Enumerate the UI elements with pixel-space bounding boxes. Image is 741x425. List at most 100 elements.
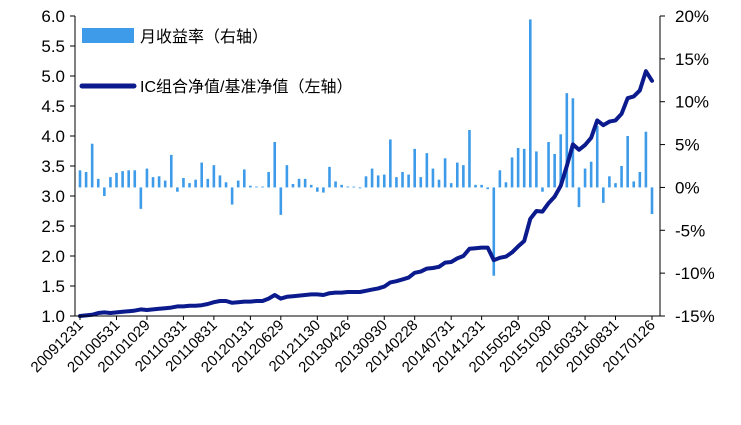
bar — [127, 170, 130, 188]
series-line — [78, 69, 654, 318]
bar — [559, 134, 563, 188]
y-right-tick-label: 0% — [675, 178, 700, 197]
bar — [328, 166, 331, 188]
bar — [583, 168, 587, 188]
bar — [480, 184, 483, 188]
bar — [462, 165, 465, 188]
bar — [334, 181, 337, 188]
bar — [115, 172, 118, 188]
y-right-tick-label: 15% — [675, 50, 709, 69]
y-left-tick-label: 1.0 — [41, 307, 65, 326]
bar — [346, 186, 350, 188]
bar — [468, 130, 471, 188]
bar — [407, 174, 410, 188]
bar — [200, 162, 203, 188]
bar — [437, 179, 441, 188]
bar — [206, 178, 210, 188]
bar — [176, 187, 179, 192]
legend-label-bar: 月收益率（右轴） — [140, 28, 268, 46]
bar — [267, 172, 270, 188]
bar — [535, 151, 538, 188]
bar — [638, 172, 642, 188]
bar — [322, 187, 325, 193]
bar — [291, 184, 295, 188]
bar — [376, 175, 380, 188]
y-right-tick-label: -10% — [675, 264, 715, 283]
legend-label-line: IC组合净值/基准净值（左轴） — [140, 78, 352, 96]
bar — [419, 177, 423, 188]
bar — [602, 187, 605, 203]
bar — [516, 148, 520, 188]
bar — [650, 187, 654, 214]
bar — [169, 154, 173, 188]
bar — [492, 187, 496, 276]
bar — [510, 157, 514, 188]
bar — [297, 178, 301, 188]
legend: 月收益率（右轴） IC组合净值/基准净值（左轴） — [79, 28, 352, 96]
y-right-tick-label: -5% — [675, 221, 705, 240]
y-left-tick-label: 3.0 — [41, 187, 65, 206]
y-left-tick-label: 4.5 — [41, 97, 65, 116]
y-left-tick-label: 1.5 — [41, 277, 65, 296]
bar — [370, 168, 374, 188]
bar — [382, 174, 386, 188]
bar — [139, 187, 143, 209]
bar — [565, 93, 569, 188]
bar — [182, 178, 185, 188]
y-right-tick-label: -15% — [675, 307, 715, 326]
bar — [84, 172, 88, 188]
bar — [644, 131, 648, 188]
bar — [443, 158, 447, 188]
bar — [547, 142, 550, 188]
bar — [474, 184, 477, 188]
y-left-tick-label: 5.0 — [41, 67, 65, 86]
bar — [96, 178, 100, 188]
y-left-tick-label: 3.5 — [41, 157, 65, 176]
y-left-tick-label: 4.0 — [41, 127, 65, 146]
bar — [364, 176, 368, 188]
bar — [529, 19, 532, 188]
bar — [212, 165, 216, 188]
bar — [133, 170, 137, 188]
bar — [316, 187, 319, 192]
bar — [352, 186, 356, 188]
bar — [340, 184, 343, 188]
bar — [194, 179, 197, 188]
bar — [109, 177, 112, 188]
bar — [577, 187, 581, 208]
bar — [224, 182, 228, 188]
line-series — [78, 69, 654, 318]
bar — [230, 187, 234, 205]
bar — [188, 183, 191, 188]
bar — [389, 139, 392, 188]
bar — [553, 154, 556, 188]
bar — [614, 183, 617, 188]
bar — [504, 182, 508, 188]
bar — [163, 180, 167, 188]
y-left-tick-label: 2.0 — [41, 247, 65, 266]
y-right-tick-label: 5% — [675, 136, 700, 155]
bar — [103, 187, 106, 196]
bar — [279, 187, 283, 215]
bar — [151, 177, 155, 188]
bar — [236, 180, 240, 188]
axes: 1.0 1.5 2.0 2.5 3.0 3.5 4.0 4.5 5.0 5.5 6.0 -15% -10… — [28, 7, 715, 376]
bar — [157, 176, 161, 188]
y-left-tick-label: 6.0 — [41, 7, 65, 26]
bar — [401, 172, 404, 188]
bar — [498, 170, 502, 188]
y-right-tick-label: 10% — [675, 93, 709, 112]
bar — [90, 143, 94, 188]
y-left-tick-label: 2.5 — [41, 217, 65, 236]
bar — [255, 186, 258, 188]
bar — [626, 136, 629, 188]
bar — [455, 162, 459, 188]
bar — [358, 187, 362, 189]
y-left-tick-label: 5.5 — [41, 37, 65, 56]
bar — [486, 187, 489, 190]
legend-swatch-bar — [82, 28, 134, 43]
bar — [261, 186, 264, 188]
y-right-tick-label: 20% — [675, 7, 709, 26]
